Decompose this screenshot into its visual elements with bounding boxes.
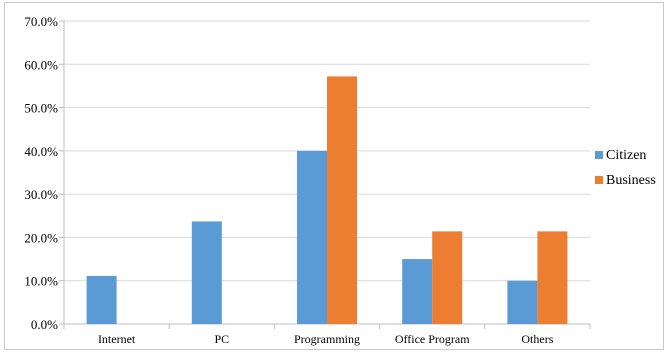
x-category-label: Others [521,332,553,346]
y-tick-label: 40.0% [24,144,58,159]
legend-swatch-business [595,176,603,184]
y-tick-label: 50.0% [24,101,58,116]
bar-citizen [507,280,538,324]
legend-label-citizen: Citizen [606,148,646,163]
bar-business [537,231,568,324]
legend-swatch-citizen [595,151,603,159]
bar-citizen [402,259,433,324]
y-tick-label: 70.0% [24,14,58,29]
bar-citizen [297,150,327,324]
x-category-label: Internet [98,332,136,346]
y-tick-label: 0.0% [31,317,58,332]
y-tick-label: 10.0% [24,274,58,289]
x-category-label: Office Program [395,332,470,346]
x-category-label: Programming [294,332,360,346]
x-category-label: PC [214,332,229,346]
bar-business [432,231,463,324]
bar-citizen [191,221,222,324]
bar-business [327,76,357,324]
y-tick-label: 20.0% [24,230,58,245]
y-tick-label: 60.0% [24,57,58,72]
bar-citizen [86,275,117,324]
legend-label-business: Business [606,173,656,188]
y-tick-label: 30.0% [24,187,58,202]
